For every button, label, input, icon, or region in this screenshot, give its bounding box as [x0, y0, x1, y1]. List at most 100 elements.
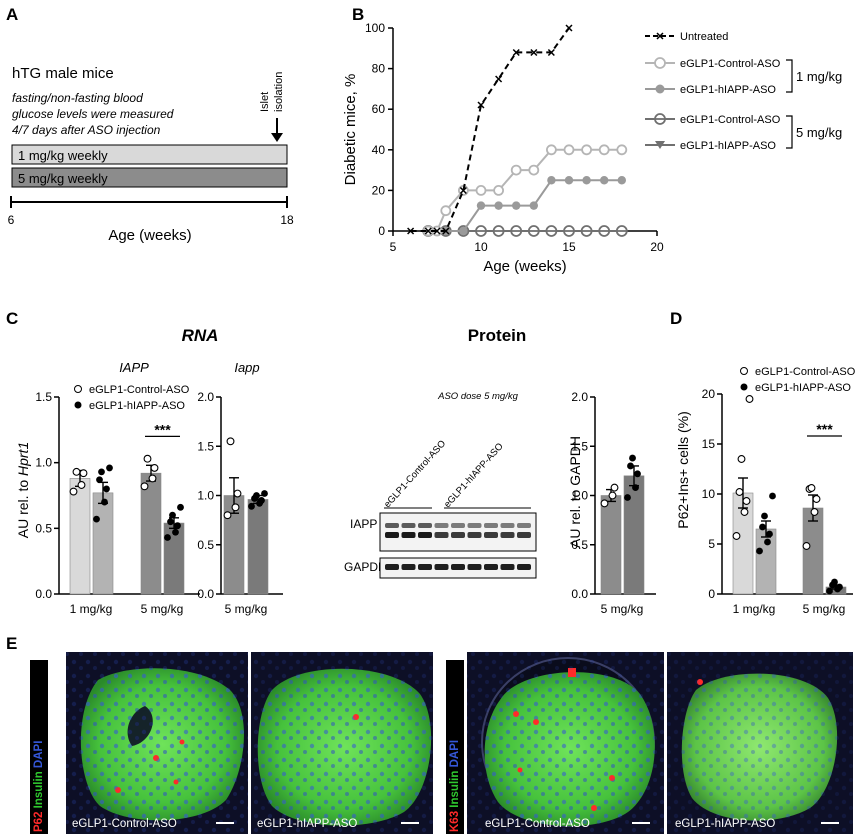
chartCiapp-bar — [140, 472, 162, 595]
legend-entry-1mg-hiapp: eGLP1-hIAPP-ASO — [645, 84, 776, 96]
chart-b-point-filled — [564, 176, 574, 185]
scale-bar-4 — [821, 822, 839, 824]
blot-band-gapdh — [451, 564, 465, 570]
chart-b-point-untreated: ✕ — [494, 74, 503, 86]
protein-chart-ylabel: AU rel. to GAPDH — [567, 436, 583, 548]
blot-band-gapdh — [385, 564, 399, 570]
chartCiappMouse-y-tick-label: 2.0 — [197, 390, 214, 404]
chart-b-point-filled — [582, 176, 591, 185]
iapp-mouse-rna-bar-chart: 0.0 0.5 1.0 1.5 2.0 5 mg/kg — [197, 390, 283, 616]
chartCiapp-dot-filled — [164, 534, 171, 541]
micrograph-3-caption: eGLP1-Control-ASO — [485, 818, 590, 830]
chart-b-legend: ✕ Untreated eGLP1-Control-ASO eGLP1-hIAP… — [645, 31, 842, 152]
p62-bar-chart: 0 5 10 15 20 1 mg/kg 5 mg/kg *** — [702, 387, 853, 616]
blot-band-gapdh — [401, 564, 416, 570]
micrograph-4-overlay: eGLP1-hIAPP-ASO — [667, 652, 853, 834]
stain-label-right-insulin: Insulin — [449, 770, 461, 808]
chartCiappMouse-dot-filled — [258, 497, 265, 504]
scale-bar-2 — [401, 822, 419, 824]
chartD-dot-filled — [759, 523, 766, 531]
chartCiapp-dot-open — [69, 487, 78, 496]
blot-dose-label: ASO dose 5 mg/kg — [437, 391, 518, 402]
chartD-dot-open — [740, 508, 749, 516]
chartD-category-label: 5 mg/kg — [803, 602, 846, 616]
chart-b-y-tick-label: 40 — [372, 143, 386, 157]
legend-label-5mg-control: eGLP1-Control-ASO — [680, 114, 781, 126]
isolation-arrow-head — [271, 133, 283, 142]
chart-b-y-tick-label: 0 — [378, 224, 385, 238]
blot-band-iapp-lower — [500, 532, 515, 538]
chartCiapp-dot-open — [72, 467, 81, 476]
chartD-dot-filled — [764, 538, 771, 546]
chartD-dot-open — [807, 484, 816, 492]
chartCprotein-y-tick-label: 2.0 — [571, 390, 588, 404]
panel-d: D P62+Ins+ cells (%) eGLP1-Control-ASO e… — [670, 309, 856, 616]
blot-bands-gapdh — [385, 564, 531, 570]
blot-band-iapp-lower — [434, 532, 449, 538]
panel-label-a: A — [6, 5, 18, 24]
chartCiapp-dot-open — [148, 474, 157, 483]
micrograph-k63-control — [467, 652, 664, 834]
blot-band-iapp-lower — [484, 532, 498, 538]
blot-band-gapdh — [500, 564, 515, 570]
chartCprotein-dot-filled — [634, 470, 641, 478]
panel-a-title: hTG male mice — [12, 65, 114, 82]
chart-b-series-line-1 — [428, 148, 622, 232]
legend-label-1mg-hiapp: eGLP1-hIAPP-ASO — [680, 84, 776, 96]
panel-a-note-3: 4/7 days after ASO injection — [12, 123, 161, 137]
blot-band-iapp-upper — [517, 523, 531, 528]
legend-d-filled-dot — [740, 383, 748, 391]
panel-a-note-1: fasting/non-fasting blood — [12, 91, 143, 105]
blot-band-iapp-lower — [385, 532, 399, 538]
chartD-dot-open — [802, 542, 811, 550]
chartCiappMouse-dot-filled — [261, 490, 268, 497]
chartCiappMouse-dot-open — [233, 489, 242, 498]
chart-b-point-untreated: ✕ — [529, 47, 538, 59]
protein-bar-chart: 0.0 0.5 1.0 1.5 2.0 5 mg/kg — [571, 390, 656, 616]
chartD-dot-open — [742, 497, 751, 505]
chartD-dot-filled — [836, 583, 843, 591]
iapp-mouse-chart-title: Iapp — [234, 360, 259, 375]
chartCprotein-dot-filled — [632, 484, 639, 492]
stain-label-left-dapi: DAPI — [33, 740, 45, 769]
chart-b-point-open — [546, 144, 557, 156]
chartCprotein-dot-open — [610, 483, 619, 492]
chart-b-point-untreated: ✕ — [547, 47, 556, 59]
western-blot: ASO dose 5 mg/kg eGLP1-Control-ASO eGLP1… — [344, 391, 537, 579]
chartCiapp-dot-filled — [98, 468, 105, 476]
chartCprotein-bar — [600, 495, 622, 595]
chart-b-point-open — [563, 144, 575, 156]
iapp-chart-title: IAPP — [119, 360, 149, 375]
legend-entry-5mg-control: eGLP1-Control-ASO — [645, 113, 781, 126]
blot-band-iapp-upper — [484, 523, 498, 528]
chartD-dot-open — [732, 532, 741, 540]
chartD-dot-filled — [766, 530, 773, 538]
panel-label-e: E — [6, 634, 17, 653]
stain-label-right-dapi: DAPI — [449, 739, 461, 768]
chart-b-point-filled — [600, 176, 609, 185]
chartCiappMouse-bar — [247, 499, 269, 595]
chart-b-point-untreated: ✕ — [459, 185, 468, 197]
chartCiappMouse-y-tick-label: 0.0 — [197, 587, 214, 601]
chart-b-y-tick-label: 80 — [372, 62, 386, 76]
legend-bracket-label-1mg: 1 mg/kg — [796, 69, 842, 84]
blot-band-iapp-lower — [517, 532, 531, 538]
blot-band-gapdh — [434, 564, 449, 570]
chart-b-point-untreated: ✕ — [441, 226, 450, 238]
chartD-dot-open — [735, 488, 744, 496]
panel-a-arrow-label-1: Islet — [259, 92, 271, 112]
age-axis-label: Age (weeks) — [108, 227, 191, 244]
blot-band-gapdh — [517, 564, 531, 570]
chartCiapp-dot-filled — [103, 485, 110, 493]
chartCiapp-dot-filled — [93, 515, 100, 523]
legend-d-hiapp: eGLP1-hIAPP-ASO — [755, 382, 851, 394]
chartCiappMouse-y-tick-label: 1.5 — [197, 439, 214, 453]
legend-entry-5mg-hiapp: eGLP1-hIAPP-ASO — [645, 140, 776, 152]
chartCiapp-y-tick-label: 1.5 — [35, 390, 52, 404]
chartCiapp-y-tick-label: 0.0 — [35, 587, 52, 601]
chartD-dot-filled — [831, 578, 838, 586]
chartCprotein-dot-filled — [627, 462, 634, 470]
blot-band-iapp-upper — [467, 523, 482, 528]
